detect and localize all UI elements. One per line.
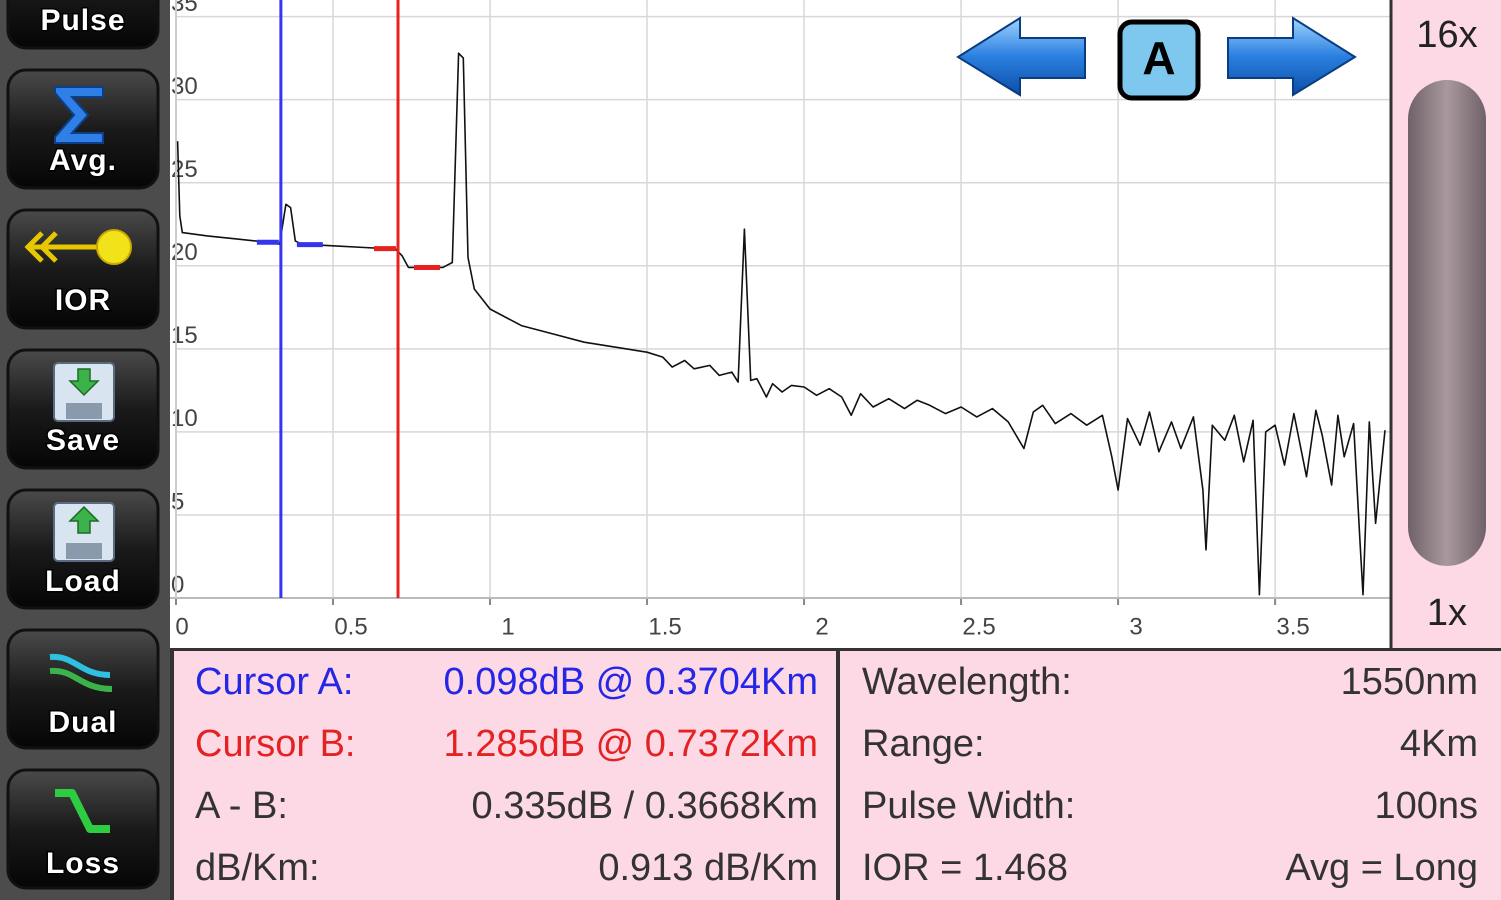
cursor-info-label: Cursor A: — [195, 661, 353, 703]
sidebar-button-label: Loss — [46, 847, 120, 880]
cursor-info-value: 0.098dB @ 0.3704Km — [444, 661, 819, 703]
settings-panel — [840, 651, 1501, 900]
cursor-info-label: Cursor B: — [195, 723, 355, 765]
setting-label: Pulse Width: — [862, 785, 1075, 827]
x-tick-label: 3 — [1129, 613, 1142, 640]
x-tick-label: 1.5 — [648, 613, 681, 640]
x-tick-label: 0 — [175, 613, 188, 640]
sidebar-button-label: IOR — [55, 284, 111, 317]
prev-arrow[interactable] — [956, 16, 1086, 97]
floppy-label — [66, 403, 102, 419]
floppy-arrow — [68, 368, 100, 397]
cursor-info-value: 1.285dB @ 0.7372Km — [444, 723, 819, 765]
x-tick-label: 2.5 — [962, 613, 995, 640]
cursor-info-label: dB/Km: — [195, 847, 320, 889]
cursor-info-value: 0.335dB / 0.3668Km — [472, 785, 818, 827]
setting-value: 1550nm — [1341, 661, 1478, 703]
sidebar-button[interactable] — [6, 0, 160, 50]
sidebar-button-label: Pulse — [40, 4, 125, 37]
sidebar-button-label: Dual — [48, 706, 117, 739]
setting-label: Range: — [862, 723, 985, 765]
zoom-slider[interactable] — [1408, 80, 1486, 566]
chart-area — [170, 0, 1392, 648]
dual-icon-a — [49, 653, 111, 678]
cursor-panel — [174, 651, 836, 900]
trace-line — [176, 52, 1386, 596]
floppy-arrow — [68, 505, 100, 534]
ior-icon-arrows — [24, 231, 58, 263]
cursor-select-label: A — [1142, 32, 1175, 84]
loss-icon — [55, 789, 110, 833]
y-tick-label: 35 — [171, 0, 198, 17]
y-tick-label: 0 — [171, 571, 184, 598]
sidebar-button[interactable] — [6, 768, 160, 890]
ior-icon-bulb — [96, 229, 132, 265]
sidebar-button[interactable] — [6, 628, 160, 750]
cursor-select-button[interactable] — [1117, 19, 1201, 101]
setting-label: IOR = 1.468 — [862, 847, 1068, 889]
setting-value: Avg = Long — [1285, 847, 1478, 889]
x-tick-label: 3.5 — [1276, 613, 1309, 640]
setting-value: 4Km — [1400, 723, 1478, 765]
y-tick-label: 5 — [171, 488, 184, 515]
setting-value: 100ns — [1374, 785, 1478, 827]
next-arrow[interactable] — [1227, 16, 1357, 97]
x-tick-label: 2 — [815, 613, 828, 640]
zoom-max-label: 16x — [1416, 14, 1477, 56]
sidebar-button[interactable] — [6, 68, 160, 190]
x-tick-label: 1 — [501, 613, 514, 640]
zoom-min-label: 1x — [1427, 592, 1467, 634]
floppy-label — [66, 543, 102, 559]
cursor-info-value: 0.913 dB/Km — [598, 847, 818, 889]
setting-label: Wavelength: — [862, 661, 1072, 703]
dual-icon-b — [49, 667, 113, 692]
sidebar-button-label: Save — [46, 424, 120, 457]
sidebar-button-label: Load — [45, 565, 121, 598]
cursor-info-label: A - B: — [195, 785, 288, 827]
sigma-icon — [54, 86, 104, 144]
x-tick-label: 0.5 — [334, 613, 367, 640]
sidebar-button-label: Avg. — [49, 144, 117, 177]
